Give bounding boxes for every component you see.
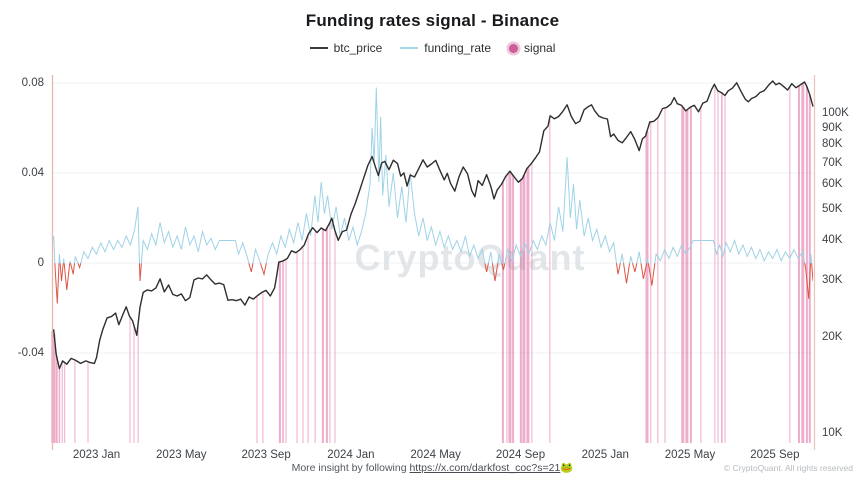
y-left-tick-label: 0 bbox=[37, 257, 44, 269]
chart-title: Funding rates signal - Binance bbox=[305, 11, 560, 30]
y-right-tick-label: 70K bbox=[822, 156, 843, 169]
signal-bar bbox=[61, 361, 63, 443]
y-right-tick-label: 20K bbox=[822, 330, 843, 343]
signal-bar bbox=[700, 107, 702, 443]
signal-bar bbox=[74, 359, 76, 443]
btc-price-line bbox=[51, 80, 814, 370]
frog-emoji: 🐸 bbox=[560, 462, 574, 474]
signal-bar bbox=[302, 246, 304, 443]
signal-bar bbox=[714, 85, 716, 443]
signal-bar bbox=[689, 106, 692, 444]
signal-bar bbox=[801, 83, 805, 443]
legend: btc_price funding_rate signal bbox=[0, 41, 865, 55]
y-right-tick-label: 50K bbox=[822, 203, 843, 216]
signal-bar bbox=[531, 162, 533, 443]
signal-bar bbox=[724, 95, 726, 443]
y-left-tick-label: -0.04 bbox=[17, 347, 44, 359]
signal-bar bbox=[52, 334, 56, 443]
signal-bar bbox=[307, 235, 309, 443]
signal-bar bbox=[645, 131, 649, 444]
funding-rate-line bbox=[52, 87, 813, 264]
signal-bar bbox=[296, 251, 298, 443]
y-right-tick-label: 80K bbox=[822, 138, 843, 150]
x-axis-tick-label: 2023 Jan bbox=[72, 449, 121, 461]
legend-label-signal: signal bbox=[524, 41, 556, 55]
signal-bar bbox=[685, 110, 689, 443]
signal-bar bbox=[519, 179, 522, 443]
copyright-text: © CryptoQuant. All rights reserved bbox=[723, 463, 853, 473]
x-axis-tick-label: 2025 May bbox=[664, 449, 716, 461]
signal-bar bbox=[508, 171, 512, 443]
signal-bar bbox=[721, 92, 723, 444]
signal-bar bbox=[321, 229, 324, 443]
signal-bar bbox=[329, 222, 331, 443]
watermark: CryptoQuant bbox=[355, 237, 586, 278]
y-right-tick-label: 100K bbox=[822, 107, 849, 119]
x-axis-tick-label: 2025 Sep bbox=[750, 449, 800, 461]
signal-bar bbox=[64, 362, 66, 443]
signal-bar bbox=[325, 228, 328, 443]
legend-item-btc-price: btc_price bbox=[309, 41, 383, 55]
signal-bar bbox=[664, 107, 666, 444]
btc-price-line-swatch-icon bbox=[309, 47, 328, 49]
signal-bar bbox=[262, 291, 264, 443]
y-left-tick-label: 0.04 bbox=[21, 167, 44, 179]
footer-link[interactable]: https://x.com/darkfost_coc?s=21 bbox=[409, 462, 561, 474]
signal-bar bbox=[314, 230, 316, 443]
x-axis-tick-label: 2025 Jan bbox=[581, 449, 629, 461]
y-left-tick-label: 0.08 bbox=[21, 77, 44, 89]
signal-bar bbox=[789, 86, 791, 443]
x-axis-tick-label: 2024 May bbox=[410, 449, 461, 461]
signal-bar bbox=[526, 167, 530, 443]
x-axis-tick-label: 2023 Sep bbox=[241, 449, 291, 461]
signal-bar bbox=[137, 324, 139, 443]
y-right-tick-label: 30K bbox=[822, 274, 843, 287]
signal-bar bbox=[55, 356, 58, 443]
signal-bar bbox=[681, 107, 685, 443]
signal-bar bbox=[278, 261, 281, 443]
funding-rate-line-swatch-icon bbox=[400, 47, 419, 49]
y-right-tick-label: 60K bbox=[822, 177, 843, 190]
signal-dot-swatch-icon bbox=[509, 43, 519, 53]
signal-bar bbox=[549, 116, 551, 444]
x-axis-tick-label: 2024 Jan bbox=[327, 449, 375, 461]
signal-bar bbox=[129, 317, 131, 443]
signal-bar bbox=[657, 117, 659, 443]
signal-bar bbox=[717, 90, 719, 444]
signal-bar bbox=[522, 175, 526, 443]
legend-item-signal: signal bbox=[509, 41, 555, 55]
signal-bar bbox=[282, 260, 284, 443]
signal-bar bbox=[87, 361, 89, 443]
signal-bar bbox=[285, 259, 287, 443]
legend-item-funding-rate: funding_rate bbox=[400, 41, 491, 55]
signal-bar bbox=[506, 174, 508, 443]
signal-bar bbox=[798, 85, 800, 443]
x-axis-tick-label: 2023 May bbox=[156, 449, 207, 461]
footer-note: More insight by following https://x.com/… bbox=[0, 461, 865, 474]
signal-bar bbox=[256, 296, 258, 443]
signal-bar bbox=[133, 325, 135, 443]
signal-bar bbox=[58, 368, 61, 443]
signal-bar bbox=[501, 181, 504, 443]
x-axis-tick-label: 2024 Sep bbox=[495, 449, 546, 461]
legend-label-funding-rate: funding_rate bbox=[424, 41, 492, 55]
footer-text: More insight by following bbox=[291, 462, 410, 474]
signal-bar bbox=[334, 230, 336, 443]
signal-bar bbox=[650, 121, 652, 444]
signal-bar bbox=[805, 86, 808, 443]
signal-bar bbox=[512, 175, 515, 443]
signal-bars bbox=[51, 83, 811, 444]
y-right-tick-label: 10K bbox=[822, 427, 843, 439]
legend-label-btc-price: btc_price bbox=[333, 41, 383, 55]
y-right-tick-label: 40K bbox=[822, 234, 843, 247]
y-right-tick-label: 90K bbox=[822, 121, 843, 134]
